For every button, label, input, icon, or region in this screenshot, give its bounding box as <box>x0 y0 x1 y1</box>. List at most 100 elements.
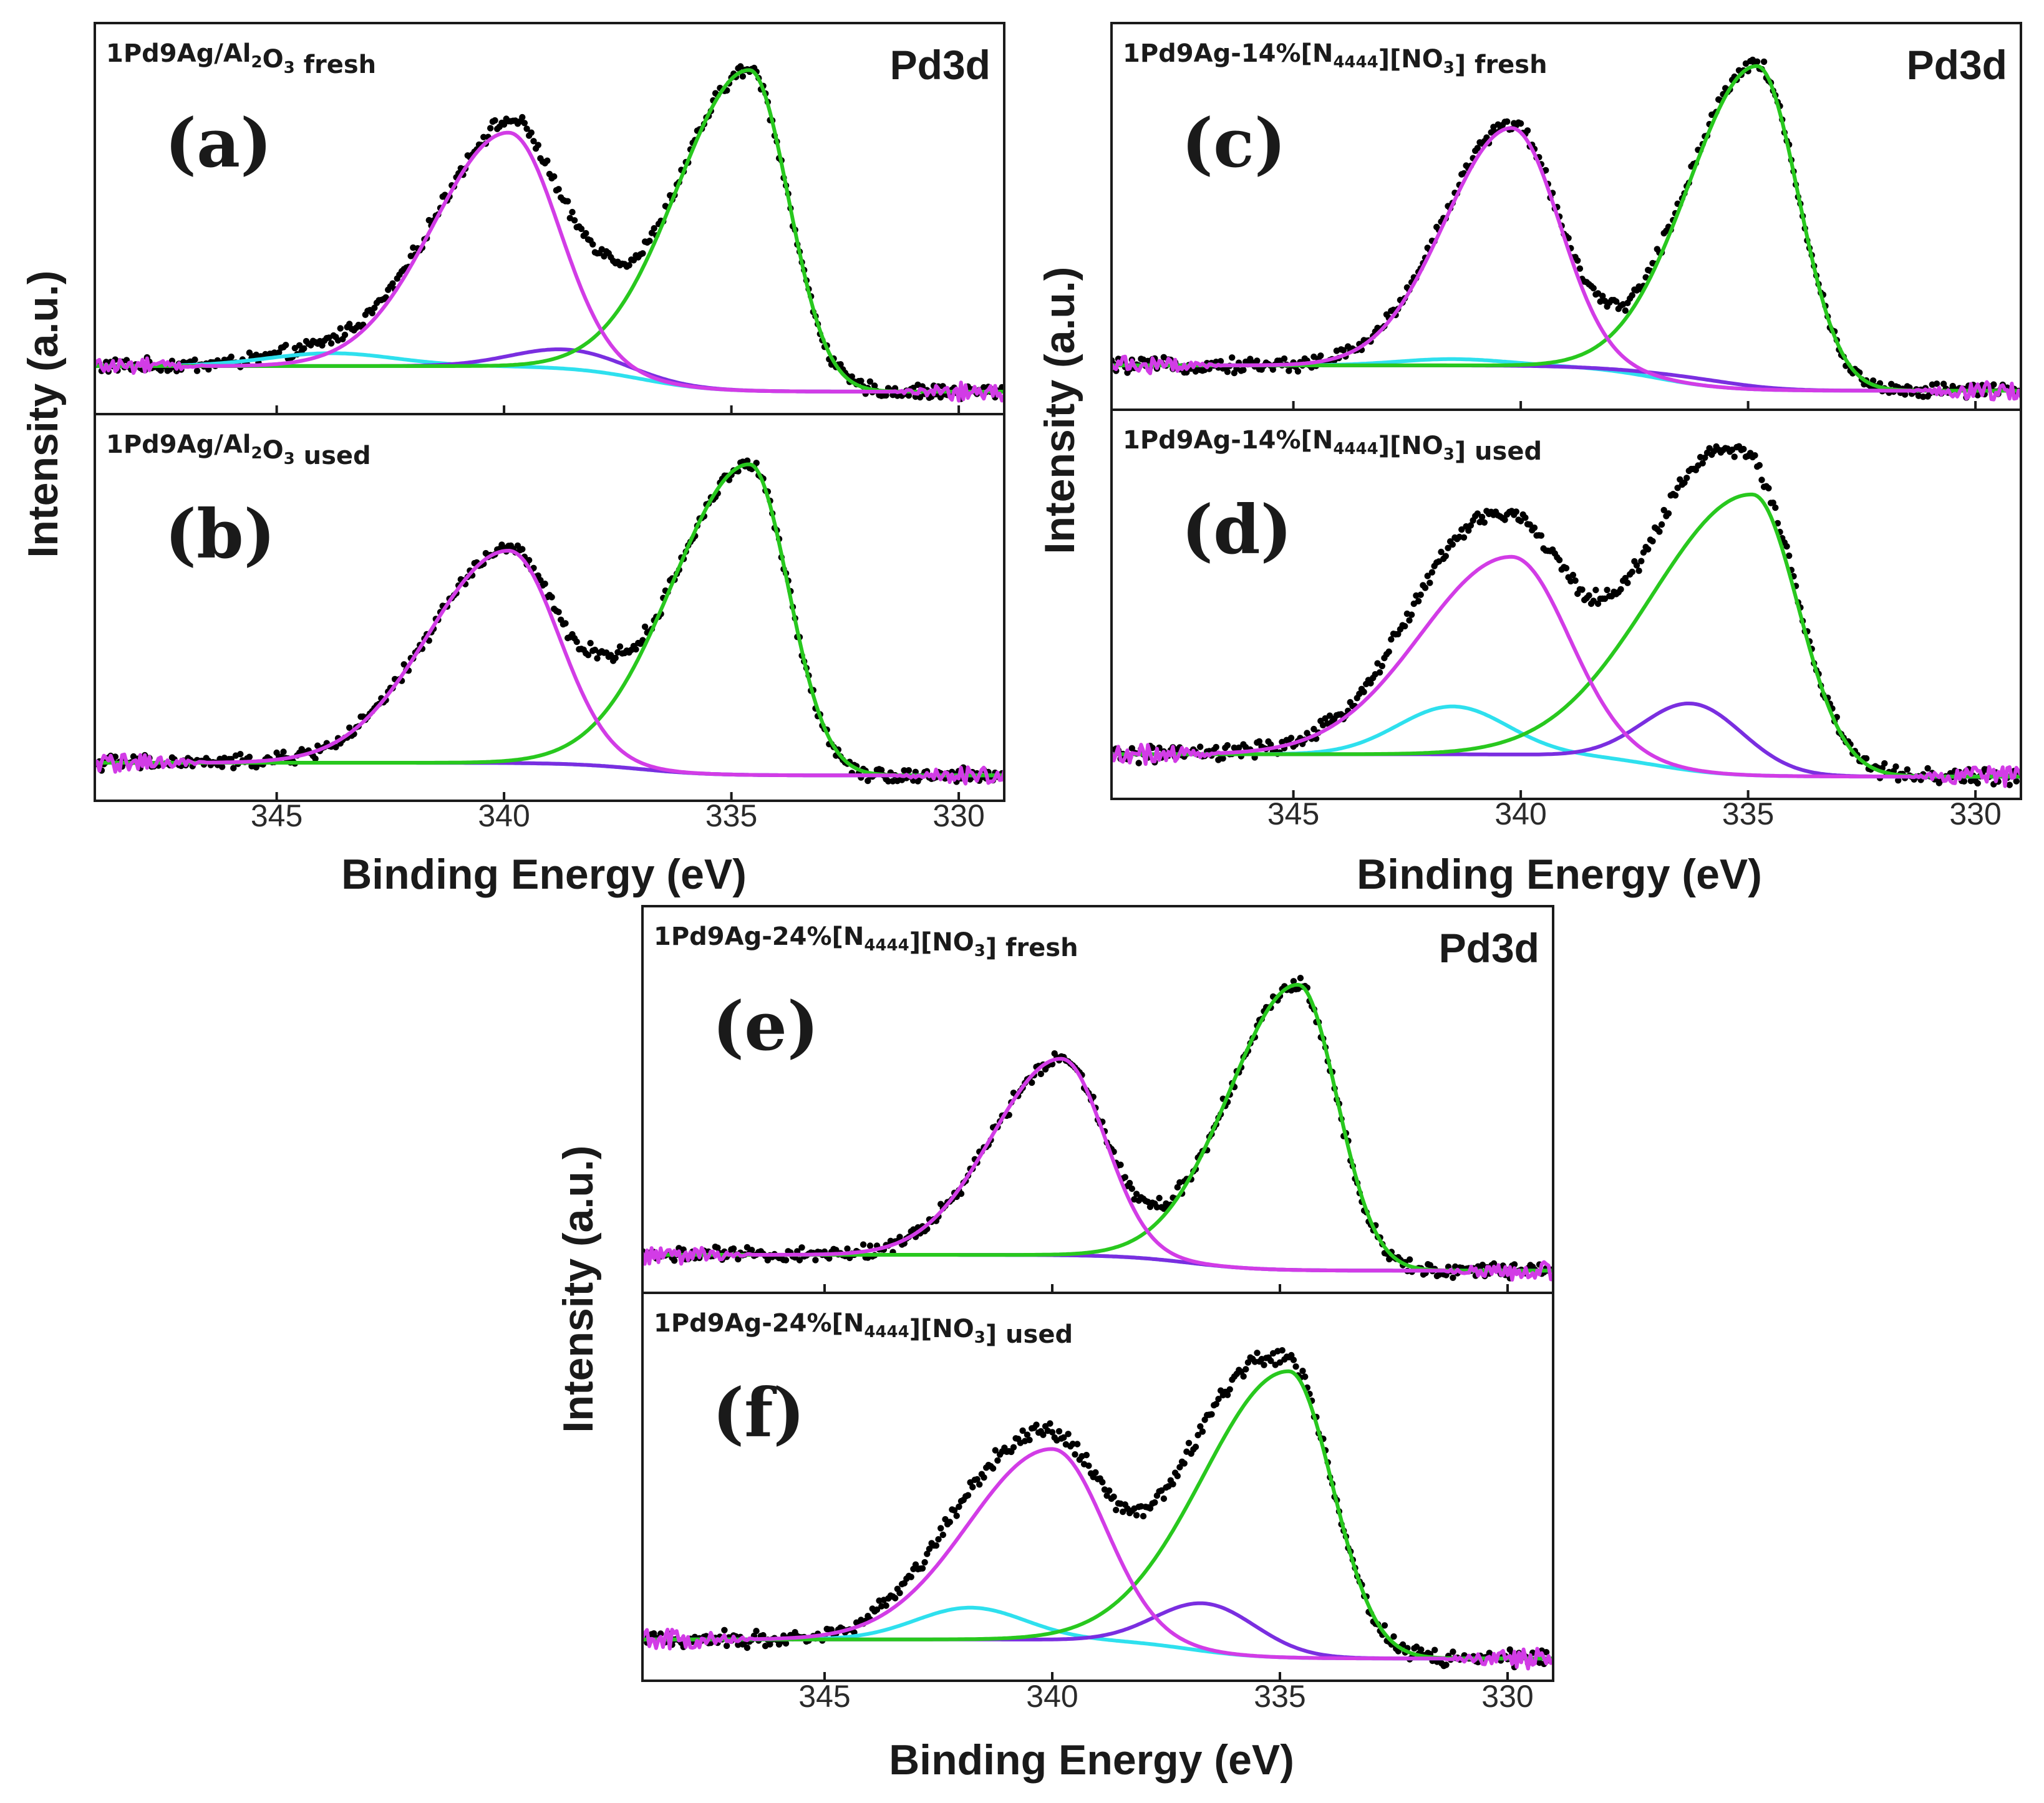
data-point <box>1276 1359 1284 1366</box>
data-point <box>218 763 226 770</box>
data-point <box>1594 600 1602 607</box>
data-point <box>916 394 924 401</box>
plot-area <box>1112 56 2021 402</box>
data-point <box>327 340 335 347</box>
data-point <box>926 1545 933 1552</box>
data-point <box>1113 1507 1120 1514</box>
data-point <box>1151 1499 1158 1506</box>
data-point <box>826 1255 833 1262</box>
data-point <box>332 743 339 751</box>
data-point <box>748 1247 755 1254</box>
data-point <box>1126 1179 1133 1187</box>
data-point <box>601 253 608 260</box>
data-point <box>1244 1359 1252 1366</box>
panel-b: 1Pd9Ag/Al2O3 used (b) <box>94 413 1005 802</box>
data-point <box>1099 1479 1106 1486</box>
data-point <box>1199 1428 1206 1435</box>
data-point <box>796 1257 803 1264</box>
data-point <box>1208 1411 1215 1418</box>
data-point <box>400 661 407 668</box>
data-point <box>1974 392 1981 399</box>
data-point <box>981 1474 987 1481</box>
core-level-label: Pd3d <box>890 42 991 88</box>
data-point <box>657 1630 664 1637</box>
data-point <box>537 577 544 584</box>
data-point <box>1562 564 1570 572</box>
data-point <box>871 382 878 389</box>
pd-3d5-2-curve <box>1112 492 2021 779</box>
data-point <box>1474 510 1481 517</box>
data-point <box>1287 735 1295 742</box>
data-point <box>521 120 528 127</box>
data-point <box>301 345 308 352</box>
data-point <box>921 1559 928 1566</box>
data-point <box>1176 1464 1183 1471</box>
data-point <box>612 654 619 662</box>
data-point <box>1443 1661 1450 1668</box>
data-point <box>828 1626 835 1633</box>
data-point <box>1431 1646 1438 1653</box>
data-point <box>937 394 944 401</box>
data-point <box>1418 1646 1425 1653</box>
data-point <box>1256 738 1263 745</box>
data-point <box>946 1519 954 1525</box>
data-point <box>1024 1431 1031 1438</box>
data-point <box>743 1644 751 1651</box>
data-point <box>1638 558 1645 564</box>
panel-letter: (a) <box>165 104 272 183</box>
data-point <box>999 384 1004 391</box>
data-point <box>1033 1421 1040 1428</box>
data-point <box>1156 1194 1163 1202</box>
data-point <box>1140 1512 1147 1520</box>
data-point <box>1967 778 1974 785</box>
data-point <box>878 766 885 773</box>
data-point <box>569 208 576 216</box>
data-point <box>492 117 498 124</box>
data-point <box>976 1481 983 1488</box>
x-axis-ticks-bottom: 345 340 335 330 <box>798 1679 1533 1714</box>
data-point <box>1642 274 1649 281</box>
data-point <box>743 457 751 464</box>
data-point <box>1635 568 1642 574</box>
data-point <box>1517 518 1524 524</box>
data-point <box>1417 591 1424 598</box>
data-point <box>1483 134 1490 141</box>
data-point <box>753 1628 760 1635</box>
data-point <box>723 1642 730 1650</box>
data-point <box>932 1542 940 1549</box>
x-tick-label: 340 <box>1026 1679 1078 1714</box>
data-point <box>1069 1441 1077 1448</box>
data-point <box>1426 579 1433 586</box>
panel-frame <box>641 905 1554 1294</box>
data-point <box>935 1536 942 1543</box>
data-point <box>896 1590 903 1597</box>
data-point <box>573 638 580 645</box>
data-point <box>1213 1401 1220 1408</box>
data-point <box>500 121 508 128</box>
x-tick-label: 335 <box>1722 796 1774 831</box>
data-point <box>641 623 649 631</box>
panel-e: 1Pd9Ag-24%[N4444][NO3] fresh (e) Pd3d <box>641 905 1554 1294</box>
data-point <box>480 133 487 140</box>
data-point <box>1481 519 1488 526</box>
data-point <box>1340 347 1347 354</box>
pd-3d3-2-curve <box>1112 554 2021 788</box>
plot-area <box>95 457 1004 786</box>
data-point <box>589 241 596 248</box>
data-point <box>237 751 244 758</box>
data-point <box>919 1565 926 1572</box>
panel-letter: (d) <box>1181 491 1292 569</box>
data-point <box>193 367 201 374</box>
data-point <box>1960 778 1968 785</box>
data-point <box>956 1503 962 1511</box>
data-point <box>564 198 571 205</box>
data-point <box>737 63 744 70</box>
data-point <box>1465 527 1472 534</box>
data-point <box>1254 1350 1261 1356</box>
data-point <box>1224 1391 1231 1398</box>
x-tick-label: 330 <box>932 798 984 833</box>
data-point <box>1060 1434 1067 1441</box>
data-point <box>1279 1347 1286 1354</box>
data-point <box>228 353 235 360</box>
data-point <box>905 767 913 774</box>
